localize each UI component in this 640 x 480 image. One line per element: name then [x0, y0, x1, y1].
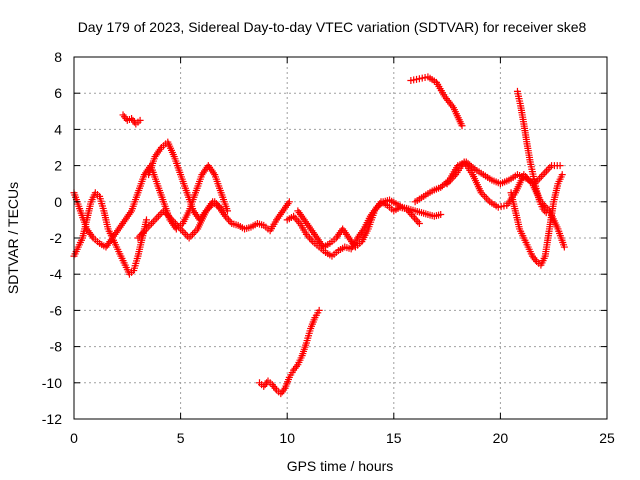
y-tick-label-6: 0: [54, 194, 62, 210]
grid: [74, 57, 607, 419]
data-point: [556, 162, 564, 170]
x-axis-label: GPS time / hours: [287, 458, 394, 474]
data-point: [136, 116, 144, 124]
data-point: [142, 216, 150, 224]
series-track-e: [119, 111, 144, 128]
y-tick-label-4: -4: [50, 266, 63, 282]
y-tick-label-10: 8: [54, 49, 62, 65]
x-tick-label-0: 0: [70, 430, 78, 446]
series-track-m: [255, 306, 323, 398]
data-point: [415, 220, 423, 228]
series-track-l: [407, 73, 466, 130]
x-tick-label-1: 5: [177, 430, 185, 446]
data-point: [560, 243, 568, 251]
series-track-b: [70, 189, 150, 278]
y-tick-label-0: -12: [42, 411, 62, 427]
y-tick-label-2: -8: [50, 339, 63, 355]
x-tick-label-3: 15: [386, 430, 402, 446]
data-marks: [70, 73, 568, 398]
series-track-h: [411, 158, 564, 206]
series-track-d: [134, 198, 227, 242]
x-tick-label-4: 20: [493, 430, 509, 446]
y-tick-label-3: -6: [50, 302, 63, 318]
y-tick-label-9: 6: [54, 85, 62, 101]
y-tick-label-8: 4: [54, 121, 62, 137]
y-tick-labels: -12 -10 -8 -6 -4 -2 0 2 4 6 8: [42, 49, 62, 427]
y-axis-label: SDTVAR / TECUs: [5, 182, 21, 294]
x-tick-label-5: 25: [599, 430, 615, 446]
data-point: [558, 171, 566, 179]
data-point: [219, 207, 227, 215]
x-tick-label-2: 10: [279, 430, 295, 446]
y-tick-label-1: -10: [42, 375, 62, 391]
y-tick-label-5: -2: [50, 230, 63, 246]
data-point: [542, 209, 550, 217]
series-track-j: [507, 171, 566, 269]
series-track-k: [513, 87, 550, 217]
data-point: [315, 306, 323, 314]
chart-title: Day 179 of 2023, Sidereal Day-to-day VTE…: [78, 19, 587, 35]
data-point: [285, 198, 293, 206]
y-tick-label-7: 2: [54, 158, 62, 174]
data-point: [437, 210, 445, 218]
axis-ticks: [73, 56, 608, 420]
data-point: [458, 122, 466, 130]
x-tick-labels: 0 5 10 15 20 25: [70, 430, 615, 446]
series-track-g: [294, 198, 423, 251]
